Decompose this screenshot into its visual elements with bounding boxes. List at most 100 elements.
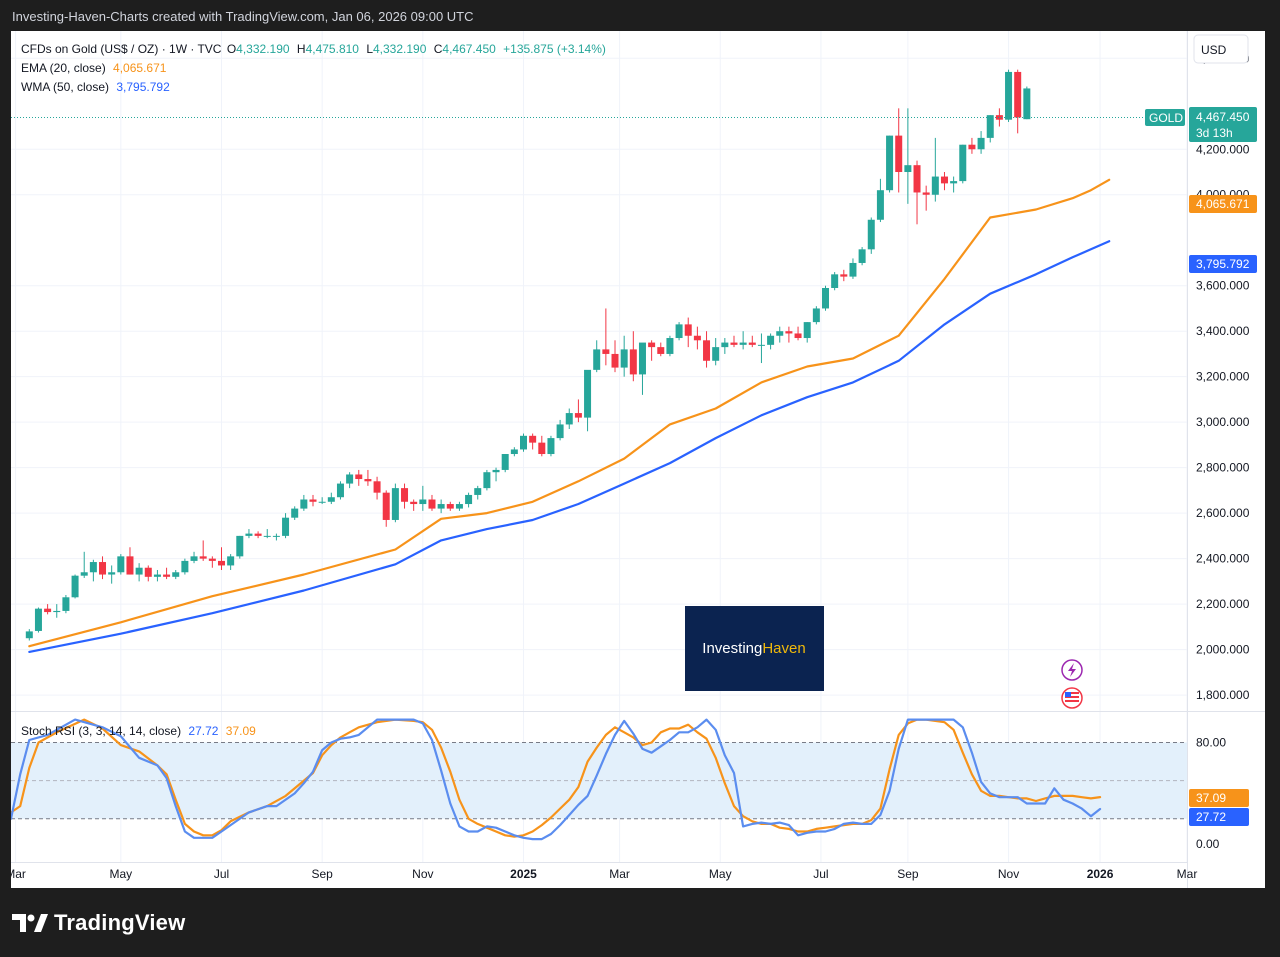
candle-body: [373, 481, 381, 493]
candle-body: [620, 349, 628, 368]
us-flag-icon[interactable]: [1061, 687, 1083, 709]
time-tick-label: Mar: [1177, 867, 1198, 881]
candle-body: [401, 488, 409, 502]
time-tick-label: Mar: [609, 867, 630, 881]
ema-legend-label: EMA (20, close): [21, 61, 106, 75]
candle-body: [602, 349, 610, 354]
candle-body: [757, 344, 765, 346]
candle-body: [950, 181, 958, 184]
candle-body: [1005, 71, 1013, 120]
candle-body: [913, 165, 921, 193]
price-tick-label: 3,600.000: [1196, 279, 1250, 293]
candle-body: [712, 347, 720, 361]
candle-body: [886, 135, 894, 191]
stoch-k-tag: 27.72: [1189, 808, 1249, 826]
price-tick-label: 3,200.000: [1196, 370, 1250, 384]
time-tick-label: Nov: [412, 867, 433, 881]
close-value: 4,467.450: [442, 42, 496, 56]
candle-body: [721, 342, 729, 348]
time-axis[interactable]: Mar May Jul Sep Nov 2025 Mar May Jul Sep Nov 2026 Ma…: [5, 867, 1198, 881]
candle-body: [483, 472, 491, 489]
price-tick-label: 2,200.000: [1196, 597, 1250, 611]
candle-body: [849, 262, 857, 277]
candle-body: [217, 560, 225, 566]
time-tick-label: Jul: [813, 867, 828, 881]
lightning-icon[interactable]: [1061, 659, 1083, 681]
candle-body: [1014, 71, 1022, 118]
candle-body: [327, 497, 335, 502]
candle-body: [172, 572, 180, 577]
candle-body: [822, 287, 830, 309]
candle-body: [25, 631, 33, 639]
candle-body: [510, 449, 518, 455]
candle-body: [547, 438, 555, 455]
candle-body: [657, 347, 665, 354]
candle-body: [410, 501, 418, 505]
price-tick-label: 3,400.000: [1196, 324, 1250, 338]
ema-price-tag: 4,065.671: [1189, 195, 1257, 213]
candle-body: [501, 454, 509, 470]
wma-line: [28, 240, 1111, 653]
logo-text-haven: Haven: [762, 640, 805, 657]
change-value: +135.875 (+3.14%): [503, 42, 606, 56]
candle-body: [254, 533, 262, 536]
time-tick-label: Mar: [11, 867, 26, 881]
tradingview-wordmark: TradingView: [54, 910, 186, 935]
chart-panel[interactable]: 1,800.000 2,000.000 2,200.000 2,400.000 2,60…: [5, 31, 1265, 888]
stoch-k-tag-value: 27.72: [1196, 810, 1226, 824]
stoch-legend-label: Stoch RSI (3, 3, 14, 14, close): [21, 724, 181, 738]
wma-legend-label: WMA (50, close): [21, 80, 109, 94]
symbol-description: CFDs on Gold (US$ / OZ) · 1W · TVC: [21, 42, 222, 56]
candle-body: [538, 442, 546, 455]
last-price-tag: GOLD 4,467.450 3d 13h: [1145, 107, 1257, 142]
candle-body: [977, 137, 985, 150]
main-legend[interactable]: CFDs on Gold (US$ / OZ) · 1W · TVC O4,33…: [21, 42, 606, 94]
price-axis[interactable]: 1,800.000 2,000.000 2,200.000 2,400.000 2,60…: [1196, 51, 1250, 851]
candle-body: [959, 144, 967, 182]
low-value: 4,332.190: [373, 42, 427, 56]
tradingview-footer[interactable]: TradingView: [12, 905, 185, 941]
candle-body: [282, 517, 290, 536]
candle-body: [135, 567, 143, 575]
candle-body: [99, 562, 107, 575]
stoch-d-tag-value: 37.09: [1196, 791, 1226, 805]
candle-body: [666, 338, 674, 354]
candle-body: [831, 274, 839, 288]
price-tick-label: 1,800.000: [1196, 688, 1250, 702]
logo-text-investing: Investing: [702, 640, 762, 657]
candle-body: [346, 474, 354, 484]
candle-body: [391, 488, 399, 520]
candle-body: [291, 508, 299, 518]
candle-body: [190, 556, 198, 561]
time-tick-label: May: [109, 867, 132, 881]
candle-body: [1023, 88, 1031, 120]
candle-body: [437, 504, 445, 509]
candle-body: [89, 562, 97, 573]
candle-body: [675, 324, 683, 339]
candle-body: [263, 535, 271, 537]
candle-body: [126, 556, 134, 575]
stoch-legend[interactable]: Stoch RSI (3, 3, 14, 14, close) 27.72 37…: [21, 724, 256, 738]
candle-body: [895, 135, 903, 173]
candle-body: [867, 219, 875, 250]
stoch-k-line: [9, 718, 1102, 841]
candle-body: [181, 560, 189, 573]
candle-body: [748, 342, 756, 345]
candle-body: [565, 413, 573, 425]
candle-body: [208, 558, 216, 561]
candle-body: [519, 435, 527, 450]
price-tick-label: 2,800.000: [1196, 461, 1250, 475]
candle-body: [785, 331, 793, 334]
candle-body: [794, 333, 802, 339]
candle-body: [593, 349, 601, 370]
currency-selector[interactable]: USD: [1193, 34, 1249, 64]
candle-body: [336, 483, 344, 498]
candle-body: [44, 608, 52, 613]
svg-text:InvestingHaven: InvestingHaven: [702, 640, 805, 657]
candle-body: [730, 342, 738, 345]
price-chart[interactable]: 1,800.000 2,000.000 2,200.000 2,400.000 2,60…: [5, 31, 1265, 888]
candle-body: [904, 165, 912, 173]
time-tick-label: 2026: [1087, 867, 1114, 881]
time-tick-label: Jul: [214, 867, 229, 881]
candle-body: [355, 474, 363, 480]
